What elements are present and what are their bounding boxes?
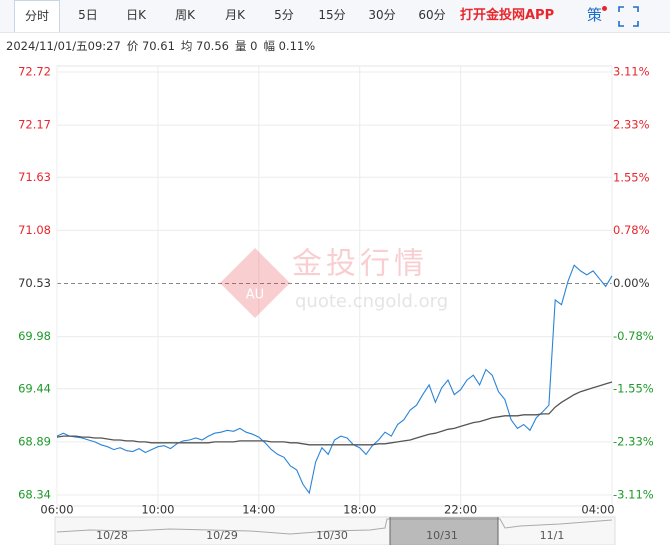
tab[interactable]: 5日 bbox=[78, 8, 98, 22]
info-volume: 量 0 bbox=[234, 39, 258, 53]
y2-tick-label: 0.78% bbox=[613, 223, 650, 237]
navigator-date: 10/30 bbox=[316, 529, 348, 542]
y2-tick-label: -2.33% bbox=[613, 434, 654, 448]
strategy-button[interactable]: 策 bbox=[587, 6, 603, 24]
y2-tick-label: -1.55% bbox=[613, 381, 654, 395]
navigator-date: 11/1 bbox=[540, 529, 565, 542]
info-change: 幅 0.11% bbox=[263, 39, 316, 53]
tab[interactable]: 月K bbox=[225, 8, 245, 22]
plot bbox=[56, 65, 613, 507]
navigator-date: 10/28 bbox=[96, 529, 128, 542]
tab[interactable]: 15分 bbox=[318, 8, 346, 22]
navigator bbox=[54, 516, 616, 545]
tab[interactable]: 日K bbox=[126, 8, 146, 22]
tab[interactable]: 30分 bbox=[368, 8, 396, 22]
info-datetime: 2024/11/01/五09:27 bbox=[6, 39, 121, 53]
info-price: 价 70.61 bbox=[126, 39, 175, 53]
tab[interactable]: 周K bbox=[175, 8, 195, 22]
tab[interactable]: 5分 bbox=[274, 8, 294, 22]
y-tick-label: 71.63 bbox=[18, 170, 51, 184]
app-link[interactable]: 打开金投网APP bbox=[460, 8, 555, 23]
navigator-date: 10/29 bbox=[206, 529, 238, 542]
y2-tick-label: 3.11% bbox=[613, 65, 650, 79]
fullscreen-icon[interactable] bbox=[0, 0, 670, 32]
tab[interactable]: 分时 bbox=[14, 0, 60, 32]
y-tick-label: 72.17 bbox=[18, 118, 51, 132]
x-tick-label: 18:00 bbox=[343, 503, 376, 517]
info-line: 2024/11/01/五09:27 价 70.61 均 70.56 量 0 幅 0.11… bbox=[6, 38, 321, 54]
watermark-badge: AU bbox=[246, 288, 264, 303]
y-tick-label: 68.89 bbox=[18, 434, 51, 448]
watermark: AU 金投行情 quote.cngold.org bbox=[220, 247, 448, 318]
toolbar: 分时 5日 日K 周K 月K 5分 15分 30分 60分 打开金投网APP 策 bbox=[0, 0, 670, 33]
y2-tick-label: 2.33% bbox=[613, 118, 650, 132]
info-average: 均 70.56 bbox=[180, 39, 229, 53]
x-tick-label: 10:00 bbox=[141, 503, 174, 517]
y-tick-label: 72.72 bbox=[18, 65, 51, 79]
y-tick-label: 68.34 bbox=[18, 488, 51, 502]
average-line bbox=[56, 381, 613, 446]
y2-tick-label: 0.00% bbox=[613, 276, 650, 290]
y-tick-label: 69.44 bbox=[18, 381, 51, 395]
x-tick-label: 04:00 bbox=[581, 503, 614, 517]
badge-dot bbox=[602, 6, 607, 11]
price-line bbox=[56, 264, 613, 495]
watermark-title: 金投行情 bbox=[292, 247, 428, 282]
y-tick-label: 69.98 bbox=[18, 329, 51, 343]
watermark-site: quote.cngold.org bbox=[295, 291, 448, 312]
y2-tick-label: 1.55% bbox=[613, 171, 650, 185]
y2-tick-label: -3.11% bbox=[613, 488, 654, 502]
y2-tick-label: -0.78% bbox=[613, 329, 654, 343]
x-tick-label: 22:00 bbox=[444, 503, 477, 517]
x-tick-label: 06:00 bbox=[40, 503, 73, 517]
navigator-date: 10/31 bbox=[426, 529, 458, 542]
y-tick-label: 71.08 bbox=[18, 223, 51, 237]
tab[interactable]: 60分 bbox=[418, 8, 446, 22]
y-tick-label: 70.53 bbox=[18, 276, 51, 290]
x-tick-label: 14:00 bbox=[242, 503, 275, 517]
